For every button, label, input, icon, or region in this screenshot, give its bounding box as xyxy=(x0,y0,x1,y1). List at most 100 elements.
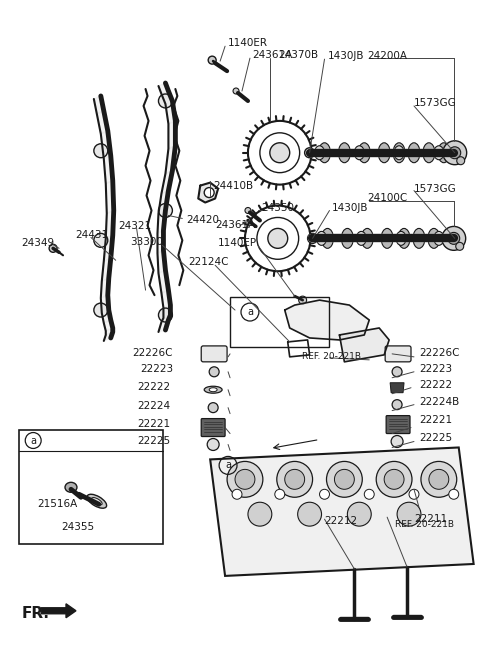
Circle shape xyxy=(209,367,219,377)
Circle shape xyxy=(397,502,421,526)
Text: a: a xyxy=(225,460,231,471)
Polygon shape xyxy=(158,191,168,214)
Text: 1573GG: 1573GG xyxy=(414,98,457,108)
Polygon shape xyxy=(157,210,166,234)
Circle shape xyxy=(443,141,467,165)
Text: 24410B: 24410B xyxy=(213,180,253,191)
Text: REF. 20-221B: REF. 20-221B xyxy=(395,520,454,529)
Circle shape xyxy=(457,156,465,165)
Circle shape xyxy=(442,227,466,251)
Ellipse shape xyxy=(65,482,77,493)
Ellipse shape xyxy=(394,146,404,160)
Text: 22221: 22221 xyxy=(419,415,452,424)
Ellipse shape xyxy=(393,143,405,163)
Polygon shape xyxy=(161,290,170,308)
Circle shape xyxy=(449,489,459,499)
Polygon shape xyxy=(106,210,114,238)
Text: 22124C: 22124C xyxy=(188,257,229,267)
Polygon shape xyxy=(94,96,104,114)
Circle shape xyxy=(456,242,464,251)
Text: 24349: 24349 xyxy=(21,238,54,249)
Polygon shape xyxy=(166,101,175,124)
Circle shape xyxy=(285,469,305,489)
Text: 22223: 22223 xyxy=(141,364,174,374)
Polygon shape xyxy=(41,604,76,618)
Circle shape xyxy=(275,489,285,499)
Text: 24370B: 24370B xyxy=(278,50,318,60)
Circle shape xyxy=(392,367,402,377)
Ellipse shape xyxy=(356,232,366,245)
Text: 1573GG: 1573GG xyxy=(414,184,457,193)
Circle shape xyxy=(384,469,404,489)
Circle shape xyxy=(94,234,108,247)
Ellipse shape xyxy=(413,228,425,249)
Text: 33300: 33300 xyxy=(131,238,164,247)
Polygon shape xyxy=(97,111,108,134)
Circle shape xyxy=(248,502,272,526)
Text: 22212: 22212 xyxy=(324,516,358,526)
Polygon shape xyxy=(164,305,170,318)
Text: 22222: 22222 xyxy=(419,380,452,390)
Text: 22225: 22225 xyxy=(138,437,171,447)
Polygon shape xyxy=(104,332,113,341)
Ellipse shape xyxy=(358,143,370,163)
Text: 22224B: 22224B xyxy=(419,397,459,407)
Circle shape xyxy=(449,147,461,159)
Ellipse shape xyxy=(443,228,455,249)
Circle shape xyxy=(298,502,322,526)
Ellipse shape xyxy=(87,495,107,508)
Ellipse shape xyxy=(423,143,435,163)
Circle shape xyxy=(277,461,312,497)
Text: 24431: 24431 xyxy=(75,230,108,240)
Circle shape xyxy=(245,208,251,214)
Ellipse shape xyxy=(381,228,393,249)
Circle shape xyxy=(233,88,239,94)
Text: 22222: 22222 xyxy=(138,382,171,392)
Circle shape xyxy=(227,461,263,497)
Circle shape xyxy=(207,439,219,450)
Text: 24420: 24420 xyxy=(186,215,219,225)
Circle shape xyxy=(391,435,403,447)
Text: 24361A: 24361A xyxy=(252,50,292,60)
Circle shape xyxy=(299,296,307,304)
Circle shape xyxy=(308,234,318,243)
Ellipse shape xyxy=(322,228,334,249)
Circle shape xyxy=(320,489,329,499)
FancyBboxPatch shape xyxy=(385,346,411,362)
Ellipse shape xyxy=(316,232,326,245)
Text: 24350: 24350 xyxy=(261,202,294,212)
Text: 24361A: 24361A xyxy=(215,221,255,230)
Polygon shape xyxy=(104,236,113,262)
Text: 22223: 22223 xyxy=(419,364,452,374)
Polygon shape xyxy=(198,182,218,202)
Polygon shape xyxy=(158,83,168,94)
Text: 21516A: 21516A xyxy=(37,499,77,509)
Circle shape xyxy=(232,489,242,499)
Ellipse shape xyxy=(434,232,444,245)
Polygon shape xyxy=(161,315,170,322)
Text: 22221: 22221 xyxy=(138,419,171,428)
Circle shape xyxy=(268,228,288,249)
Text: FR.: FR. xyxy=(21,606,49,621)
Ellipse shape xyxy=(341,228,353,249)
Polygon shape xyxy=(158,320,168,332)
Polygon shape xyxy=(157,251,166,273)
Text: a: a xyxy=(30,435,36,445)
Text: 22224: 22224 xyxy=(138,400,171,411)
Circle shape xyxy=(335,469,354,489)
Polygon shape xyxy=(339,328,389,362)
Text: a: a xyxy=(247,307,253,317)
Polygon shape xyxy=(390,383,404,393)
Circle shape xyxy=(429,469,449,489)
Polygon shape xyxy=(161,91,172,104)
Polygon shape xyxy=(210,447,474,576)
Circle shape xyxy=(49,244,57,252)
Circle shape xyxy=(204,188,214,197)
Circle shape xyxy=(421,461,457,497)
Text: 24321: 24321 xyxy=(119,221,152,232)
Ellipse shape xyxy=(438,143,450,163)
Text: 24100C: 24100C xyxy=(367,193,408,202)
Ellipse shape xyxy=(378,143,390,163)
Circle shape xyxy=(158,308,172,322)
Ellipse shape xyxy=(434,146,444,160)
